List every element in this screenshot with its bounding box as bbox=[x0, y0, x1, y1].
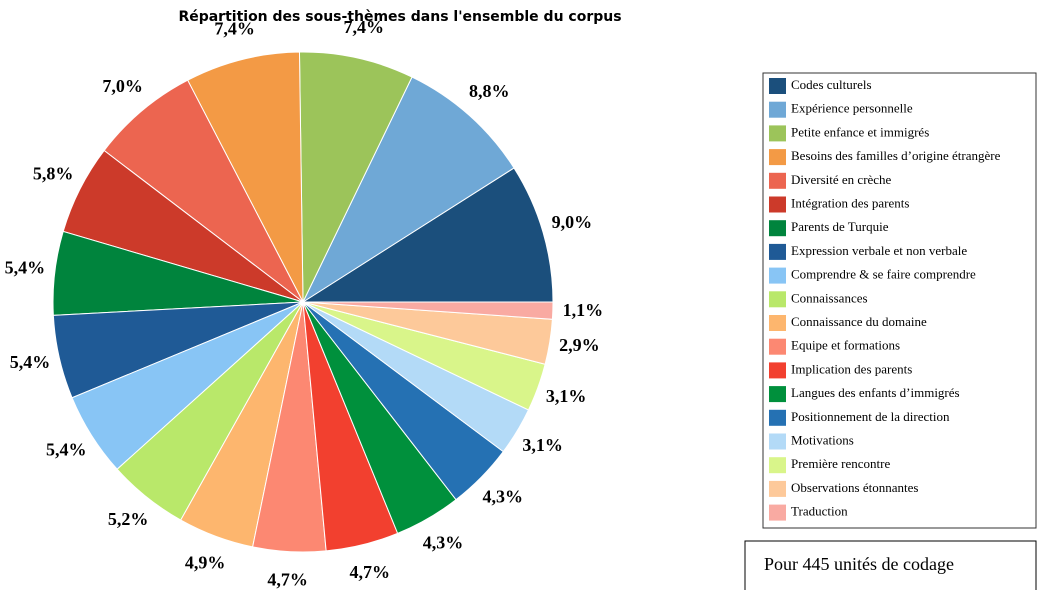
legend-swatch bbox=[769, 480, 786, 497]
legend-swatch bbox=[769, 125, 786, 142]
pie-slice bbox=[302, 301, 554, 320]
legend-swatch bbox=[769, 291, 786, 308]
legend-label: Motivations bbox=[791, 432, 854, 447]
legend-swatch bbox=[769, 196, 786, 213]
data-label: 2,9% bbox=[559, 335, 600, 355]
legend-label: Comprendre & se faire comprendre bbox=[791, 267, 976, 282]
legend-label: Connaissance du domaine bbox=[791, 314, 927, 329]
legend-swatch bbox=[769, 315, 786, 331]
data-label: 8,8% bbox=[469, 81, 510, 101]
legend-box bbox=[762, 72, 1037, 529]
data-label: 5,4% bbox=[10, 352, 51, 372]
pie-slice bbox=[298, 51, 413, 303]
legend-swatch bbox=[769, 220, 786, 237]
data-label: 4,3% bbox=[482, 486, 523, 506]
legend-swatch bbox=[769, 504, 786, 521]
pie-slice bbox=[103, 79, 304, 303]
legend-swatch bbox=[769, 409, 786, 426]
data-label: 5,8% bbox=[33, 164, 74, 184]
legend-swatch bbox=[769, 172, 786, 189]
legend-label: Implication des parents bbox=[791, 361, 912, 376]
legend-label: Diversité en crèche bbox=[791, 172, 892, 187]
legend-swatch bbox=[769, 457, 786, 474]
data-label: 4,9% bbox=[185, 552, 226, 572]
data-label: 1,1% bbox=[563, 300, 604, 320]
legend-label: Codes culturels bbox=[791, 77, 872, 92]
chart-title: Répartition des sous-thèmes dans l'ensem… bbox=[178, 9, 621, 25]
legend-swatch bbox=[769, 386, 786, 403]
legend-label: Intégration des parents bbox=[791, 195, 909, 210]
note: Pour 445 unités de codage bbox=[764, 554, 954, 574]
data-label: 3,1% bbox=[546, 386, 587, 406]
note-box bbox=[744, 540, 1037, 590]
legend-label: Equipe et formations bbox=[791, 338, 900, 353]
pie-slice bbox=[301, 167, 554, 303]
legend-swatch bbox=[769, 101, 786, 118]
legend-swatch bbox=[769, 149, 786, 166]
legend-label: Expérience personnelle bbox=[791, 101, 913, 116]
legend-swatch bbox=[769, 267, 786, 284]
legend-label: Positionnement de la direction bbox=[791, 409, 950, 424]
legend-swatch bbox=[769, 243, 786, 260]
legend-label: Connaissances bbox=[791, 290, 868, 305]
legend-swatch bbox=[769, 78, 786, 94]
legend-swatch bbox=[769, 338, 786, 355]
pie-slice bbox=[301, 76, 515, 304]
data-label: 5,4% bbox=[46, 440, 87, 460]
legend-label: Observations étonnantes bbox=[791, 480, 918, 495]
data-label: 3,1% bbox=[522, 435, 563, 455]
data-label: 4,7% bbox=[267, 570, 308, 590]
legend-label: Parents de Turquie bbox=[791, 219, 889, 234]
data-label: 5,2% bbox=[108, 509, 149, 529]
legend-swatch bbox=[769, 362, 786, 379]
legend-label: Besoins des familles d’origine étrangère bbox=[791, 148, 1001, 163]
legend-label: Petite enfance et immigrés bbox=[791, 124, 929, 139]
legend-label: Première rencontre bbox=[791, 456, 890, 471]
data-label: 4,7% bbox=[349, 562, 390, 582]
data-label: 5,4% bbox=[5, 258, 46, 278]
legend-label: Langues des enfants d’immigrés bbox=[791, 385, 960, 400]
pie-slice bbox=[186, 51, 304, 303]
data-label: 7,4% bbox=[214, 19, 255, 39]
data-label: 7,0% bbox=[102, 76, 143, 96]
data-label: 4,3% bbox=[423, 533, 464, 553]
legend-label: Traduction bbox=[791, 504, 848, 519]
data-label: 9,0% bbox=[552, 212, 593, 232]
data-label: 7,4% bbox=[343, 17, 384, 37]
legend-label: Expression verbale et non verbale bbox=[791, 243, 967, 258]
legend-swatch bbox=[769, 433, 786, 450]
